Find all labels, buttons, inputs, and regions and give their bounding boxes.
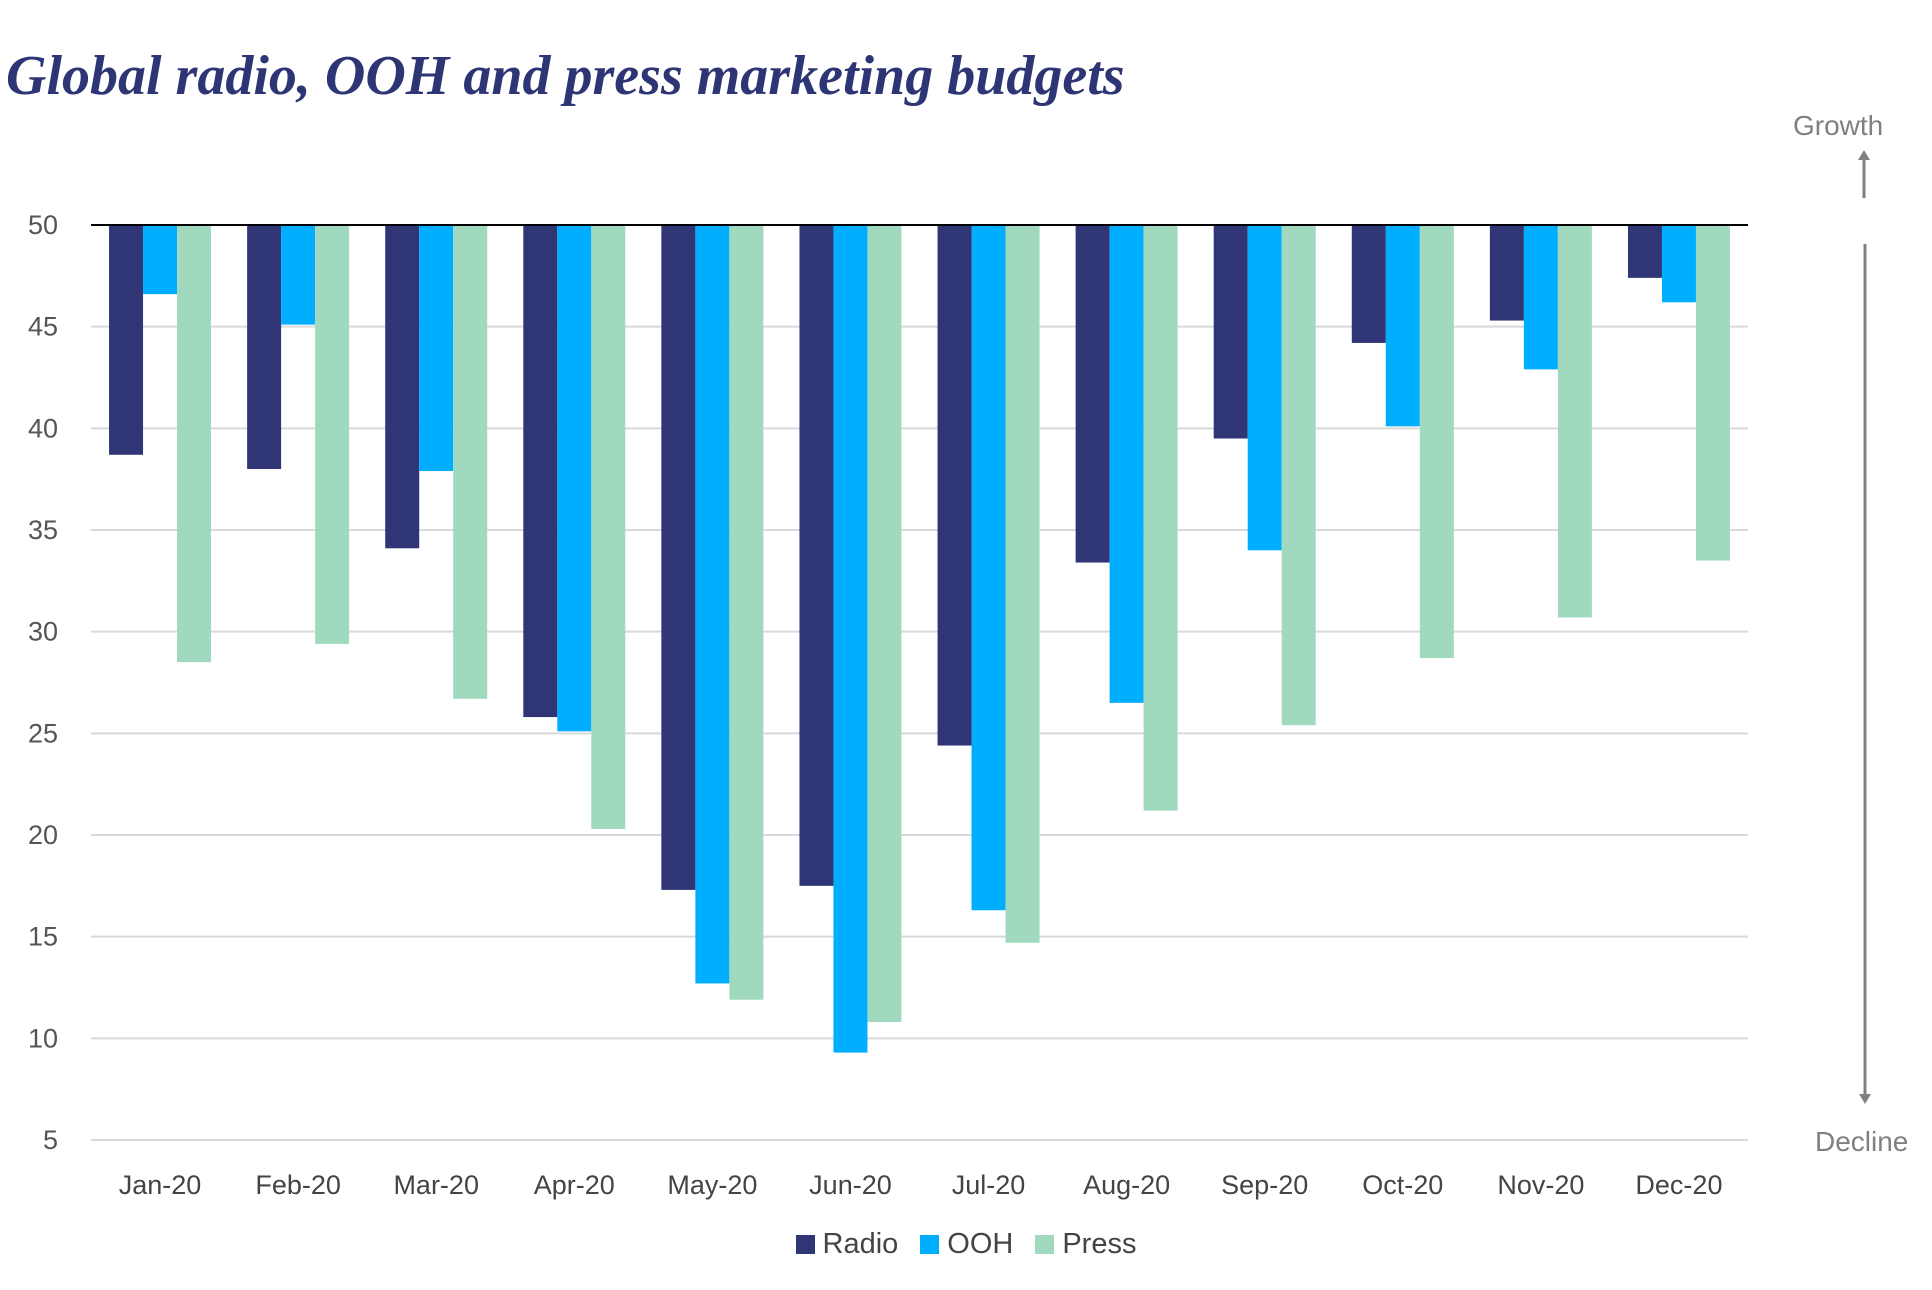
bar-ooh [1247,225,1282,551]
x-tick-label: May-20 [667,1170,757,1200]
x-tick-label: Dec-20 [1635,1170,1722,1200]
bar-press [1419,225,1454,659]
decline-label: Decline [1815,1126,1909,1157]
y-tick-label: 15 [28,922,58,952]
legend-swatch [795,1235,815,1254]
x-tick-label: Mar-20 [393,1170,479,1200]
y-tick-label: 50 [28,210,58,240]
x-tick-label: Jul-20 [952,1170,1026,1200]
bar-ooh [419,225,454,472]
x-tick-label: Jan-20 [119,1170,202,1200]
bar-press [1557,225,1592,618]
bar-radio [247,225,282,469]
bar-ooh [971,225,1006,911]
legend-label: Radio [822,1228,899,1260]
bar-radio [1213,225,1248,439]
bar-radio [661,225,696,890]
y-tick-label: 40 [28,413,58,443]
bar-ooh [143,225,178,295]
y-tick-label: 10 [28,1023,58,1053]
bar-radio [523,225,558,718]
y-tick-label: 35 [28,515,58,545]
x-tick-label: Jun-20 [809,1170,892,1200]
bar-press [729,225,764,1000]
x-tick-label: Feb-20 [255,1170,341,1200]
bar-press [867,225,902,1023]
bar-radio [1351,225,1386,343]
bar-ooh [1661,225,1696,303]
x-tick-label: Nov-20 [1497,1170,1584,1200]
legend-label: Press [1062,1228,1137,1260]
y-tick-label: 45 [28,312,58,342]
bar-press [315,225,350,644]
bar-radio [1075,225,1110,563]
bar-ooh [281,225,316,325]
bar-press [453,225,488,699]
bar-radio [799,225,834,886]
legend: Radio OOH Press [0,1228,1932,1261]
bar-ooh [1109,225,1144,703]
bar-press [1695,225,1730,561]
legend-swatch [1035,1235,1055,1254]
legend-item-radio: Radio [795,1228,899,1261]
arrow-up-icon [1858,150,1870,160]
bar-ooh [695,225,730,984]
y-tick-label: 20 [28,820,58,850]
growth-label: Growth [1793,110,1884,141]
x-tick-label: Apr-20 [534,1170,615,1200]
bar-press [591,225,626,829]
legend-label: OOH [947,1228,1014,1260]
y-tick-label: 30 [28,617,58,647]
bar-ooh [833,225,868,1053]
arrow-down-icon [1859,1094,1871,1104]
bar-radio [1627,225,1662,278]
bar-press [1281,225,1316,726]
legend-item-ooh: OOH [920,1228,1013,1261]
bar-radio [1489,225,1524,321]
y-tick-label: 25 [28,718,58,748]
bar-radio [109,225,144,455]
x-tick-label: Aug-20 [1083,1170,1170,1200]
legend-item-press: Press [1035,1228,1136,1261]
bar-ooh [557,225,592,732]
bar-press [1143,225,1178,811]
y-tick-label: 5 [43,1125,58,1155]
bar-ooh [1385,225,1420,427]
legend-swatch [920,1235,940,1254]
bar-radio [937,225,972,746]
bar-radio [385,225,420,549]
x-tick-label: Oct-20 [1362,1170,1443,1200]
chart-title: Global radio, OOH and press marketing bu… [6,45,1125,107]
bar-press [177,225,212,663]
x-tick-label: Sep-20 [1221,1170,1308,1200]
bar-ooh [1523,225,1558,370]
bar-press [1005,225,1040,943]
